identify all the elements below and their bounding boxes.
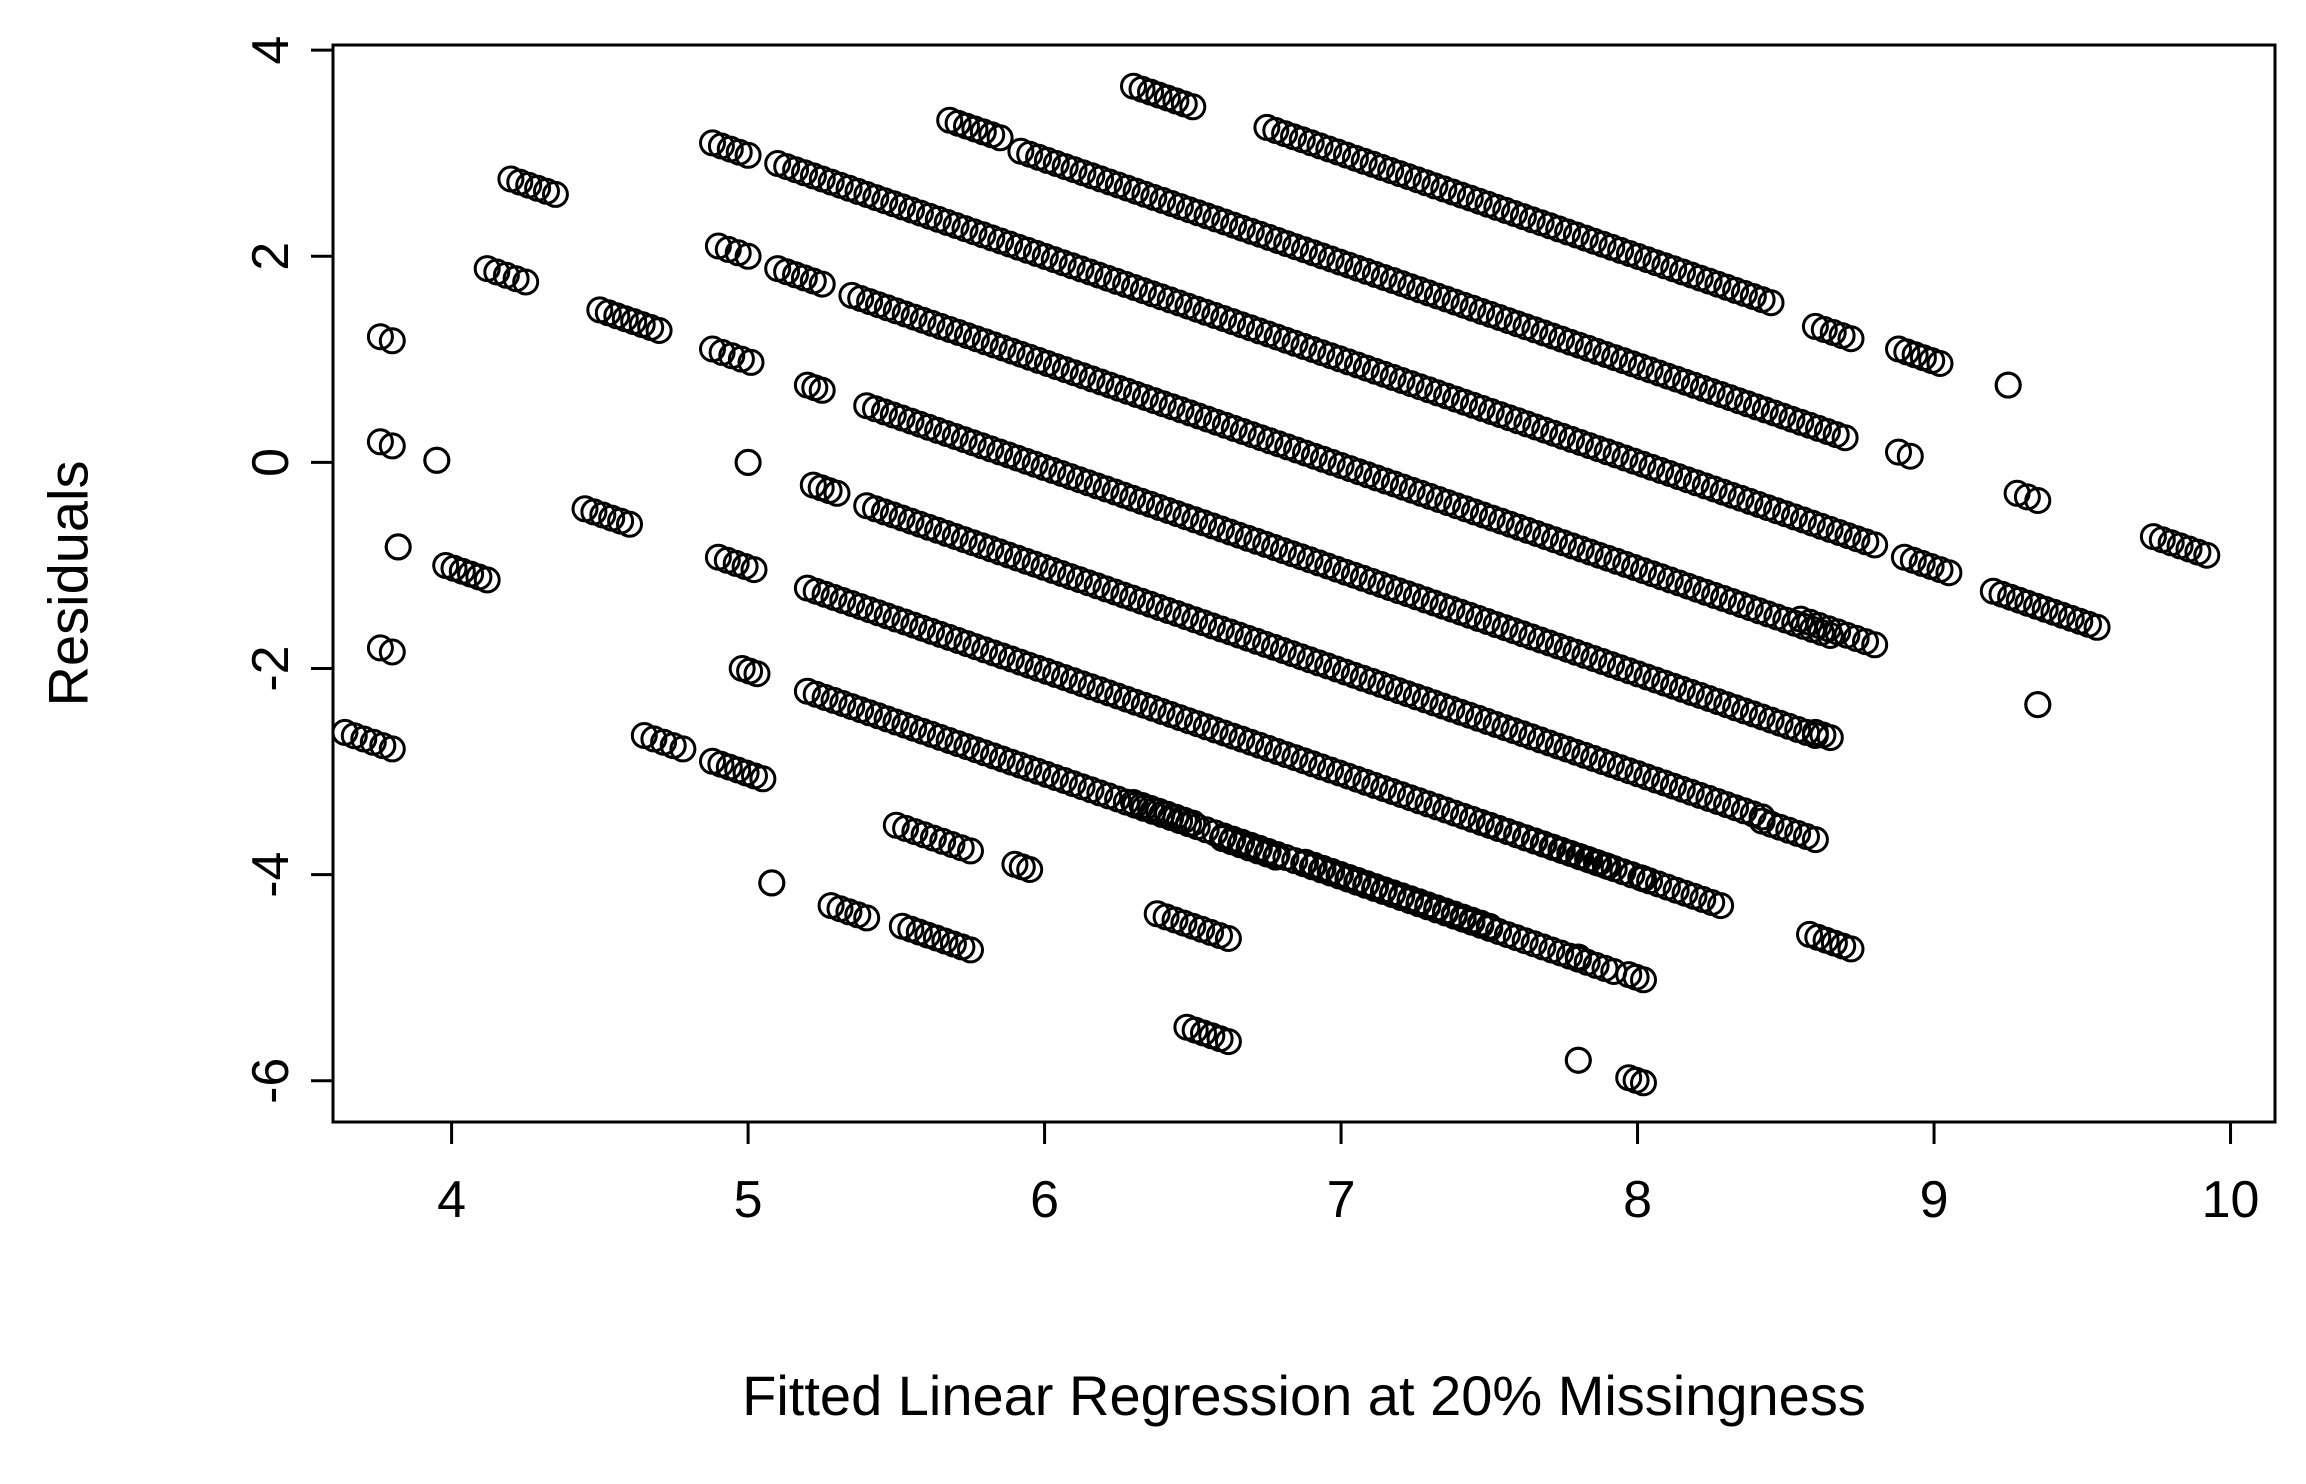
data-point [378, 638, 406, 666]
data-point [423, 446, 451, 474]
data-point [366, 634, 394, 662]
x-tick-label: 4 [437, 1171, 466, 1229]
data-point [541, 180, 569, 208]
data-point [1262, 843, 1290, 871]
data-point [2024, 691, 2052, 719]
y-tick-label: -4 [242, 852, 300, 898]
data-point [1757, 289, 1785, 317]
data-point [1016, 856, 1044, 883]
data-point [749, 765, 777, 793]
data-point [669, 735, 697, 763]
data-point [1861, 531, 1889, 559]
data-point [1618, 861, 1646, 889]
data-point [1214, 1028, 1242, 1056]
data-point [384, 533, 412, 561]
y-axis-title: Residuals [37, 461, 100, 707]
x-tick-label: 5 [734, 1171, 763, 1229]
x-tick-label: 8 [1623, 1171, 1652, 1229]
data-point [957, 936, 984, 964]
data-point [2193, 541, 2221, 569]
data-point [378, 327, 406, 355]
data-point [1837, 325, 1865, 353]
data-point [743, 660, 771, 688]
data-point [957, 837, 984, 865]
data-point [2024, 487, 2052, 514]
data-point [740, 556, 768, 584]
data-point [366, 323, 394, 351]
data-point [1630, 1069, 1657, 1097]
data-point [1594, 852, 1622, 880]
data-point [1475, 912, 1503, 940]
x-tick-label: 6 [1030, 1171, 1059, 1229]
y-tick-label: -2 [242, 645, 300, 691]
data-point [1179, 93, 1207, 121]
data-point [378, 432, 406, 460]
data-point [1214, 925, 1242, 952]
data-point [1861, 631, 1889, 659]
data-point [473, 566, 501, 594]
data-point [1564, 943, 1592, 971]
data-point [1831, 424, 1859, 452]
x-tick-label: 10 [2202, 1171, 2260, 1229]
data-point [853, 904, 881, 932]
data-point [1896, 442, 1924, 470]
data-point [1801, 826, 1829, 854]
data-point [366, 428, 394, 456]
y-axis: -6 -4 -2 0 2 4 [242, 36, 335, 1104]
data-point [1630, 865, 1657, 893]
x-tick-label: 9 [1920, 1171, 1949, 1229]
data-point [823, 479, 851, 507]
y-tick-label: -6 [242, 1058, 300, 1104]
data-point [737, 348, 765, 376]
data-point [512, 268, 540, 296]
x-axis: 4 5 6 7 8 9 10 [437, 1120, 2260, 1229]
data-point [645, 317, 673, 344]
data-point [1885, 438, 1912, 466]
data-point [1179, 809, 1207, 837]
data-point [734, 242, 762, 270]
data-point [1564, 1046, 1592, 1074]
data-point [1935, 559, 1963, 587]
data-point [808, 270, 836, 298]
data-point [1837, 935, 1865, 963]
data-point [1994, 371, 2022, 399]
x-tick-label: 7 [1327, 1171, 1356, 1229]
data-point [2083, 613, 2111, 641]
data-point [808, 376, 836, 404]
data-point [1630, 966, 1657, 994]
y-tick-label: 0 [242, 448, 300, 477]
data-points [331, 72, 2221, 1097]
data-point [1707, 892, 1735, 920]
data-point [758, 869, 786, 897]
y-tick-label: 4 [242, 36, 300, 65]
data-point [1816, 724, 1844, 752]
y-tick-label: 2 [242, 242, 300, 271]
data-point [616, 510, 643, 538]
data-point [734, 141, 762, 169]
data-point [734, 448, 762, 476]
data-point [378, 735, 406, 763]
data-point [986, 124, 1014, 152]
data-point [1926, 350, 1954, 377]
x-axis-title: Fitted Linear Regression at 20% Missingn… [742, 1364, 1866, 1427]
